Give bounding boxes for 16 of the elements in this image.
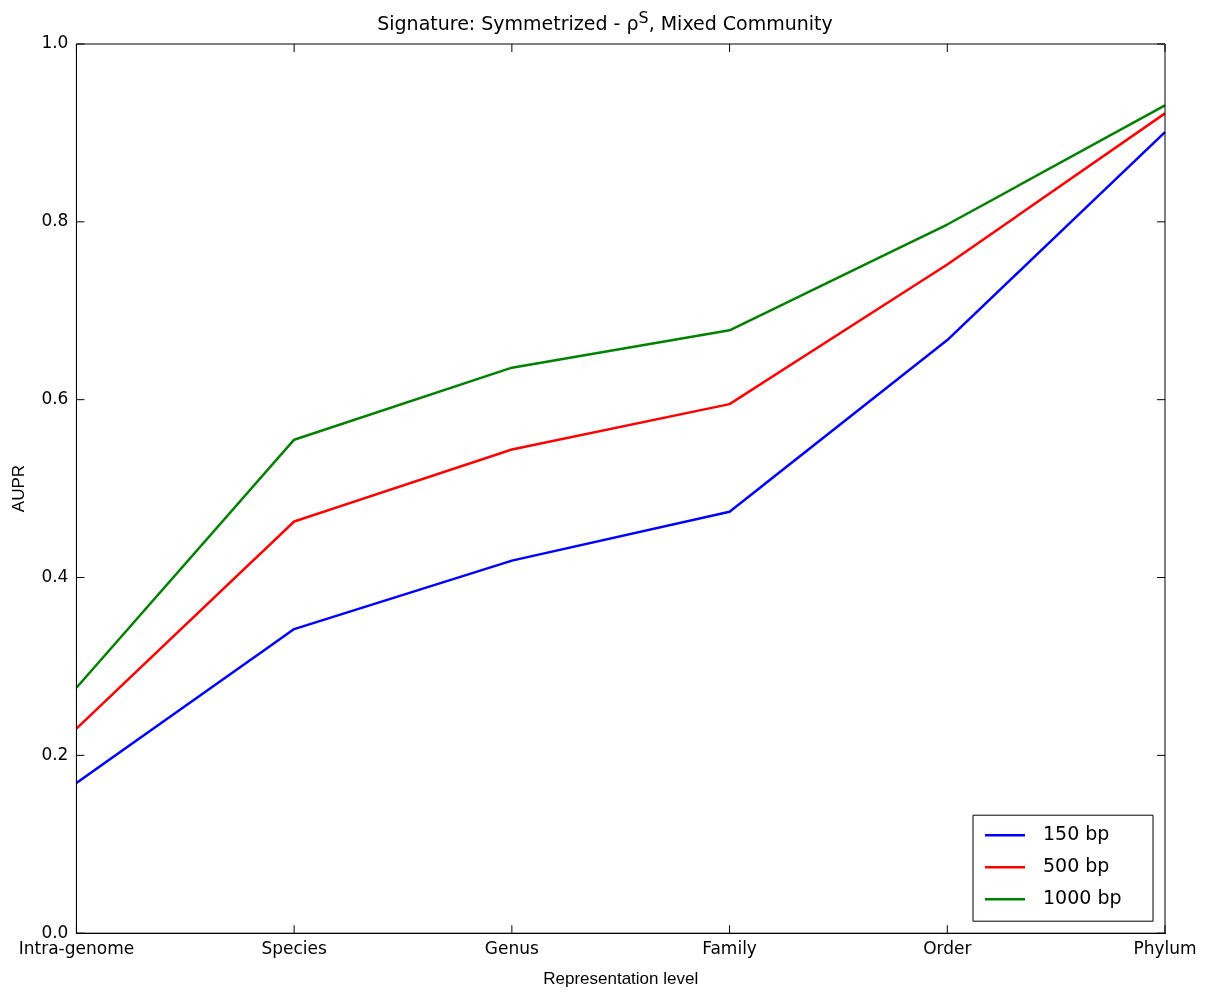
x-tick-label: Family — [702, 937, 757, 958]
legend-label: 1000 bp — [1043, 886, 1122, 909]
x-tick-label: Phylum — [1133, 937, 1197, 958]
legend-label: 500 bp — [1043, 854, 1110, 877]
y-tick-label: 0.2 — [41, 743, 69, 764]
y-tick-label: 0.8 — [41, 210, 69, 231]
x-tick-label: Genus — [484, 937, 540, 958]
legend-label: 150 bp — [1043, 822, 1110, 845]
x-tick-label: Order — [923, 937, 972, 958]
x-axis-title: Representation level — [543, 969, 699, 989]
x-tick-label: Species — [261, 937, 327, 958]
y-tick-label: 0.6 — [41, 388, 69, 409]
y-tick-label: 1.0 — [41, 32, 69, 53]
y-axis-title: AUPR — [8, 464, 28, 513]
chart-title: Signature: Symmetrized - ρ$^{S}$, Mixed Community — [376, 8, 834, 35]
y-tick-label: 0.4 — [41, 565, 69, 586]
